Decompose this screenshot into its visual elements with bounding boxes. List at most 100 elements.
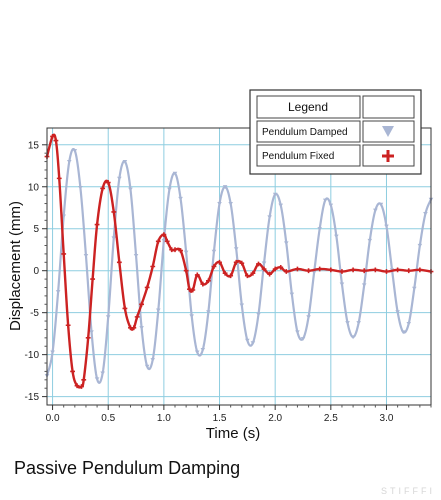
data-point <box>317 227 322 231</box>
data-point <box>134 314 140 320</box>
data-point <box>100 186 106 191</box>
data-point <box>178 196 183 201</box>
data-point <box>50 350 55 355</box>
data-point <box>117 176 122 181</box>
legend-title: Legend <box>288 100 328 114</box>
data-point <box>217 259 222 265</box>
series-layer <box>44 133 434 389</box>
data-point <box>350 335 356 340</box>
data-point <box>339 282 345 287</box>
data-point <box>172 247 178 253</box>
displacement-chart: 0.0 0.5 1.0 1.5 2.0 2.5 3.0 -15 -10 -5 0 5 10 15 Time… <box>7 89 434 442</box>
data-point <box>350 267 356 273</box>
x-axis-label: Time (s) <box>206 425 260 442</box>
y-tick-label: -5 <box>30 308 39 319</box>
data-point <box>311 270 317 275</box>
data-point <box>222 270 228 276</box>
data-point <box>189 314 194 319</box>
legend-label-fixed: Pendulum Fixed <box>262 151 334 162</box>
x-tick-label: 1.0 <box>157 413 171 424</box>
data-point <box>395 310 400 315</box>
series-line <box>45 147 433 384</box>
y-tick-label: -15 <box>25 392 40 403</box>
y-tick-label: 15 <box>28 140 40 151</box>
data-point <box>261 261 267 266</box>
data-point <box>116 259 122 265</box>
y-tick-label: 0 <box>33 266 39 277</box>
data-point <box>250 270 256 276</box>
legend-marker-fixed <box>382 150 394 162</box>
data-point <box>300 337 306 341</box>
data-point <box>61 251 67 257</box>
data-point <box>94 377 100 382</box>
data-point <box>245 338 250 343</box>
data-point <box>367 238 373 243</box>
data-point <box>373 208 378 213</box>
data-point <box>183 250 189 255</box>
x-tick-label: 1.5 <box>213 413 227 424</box>
data-point <box>139 326 144 330</box>
data-point <box>244 273 250 279</box>
data-point <box>206 310 211 315</box>
data-point <box>85 335 91 341</box>
data-point <box>384 224 389 229</box>
data-point <box>317 266 323 272</box>
watermark-text: STIFFFI <box>381 486 435 496</box>
data-point <box>90 276 96 282</box>
series-damped <box>44 147 434 384</box>
data-point <box>150 264 156 269</box>
data-point <box>190 287 196 293</box>
data-point <box>345 321 350 325</box>
legend-label-cell-damped <box>256 120 361 143</box>
data-point <box>233 247 239 252</box>
data-point <box>306 268 311 274</box>
data-point <box>131 325 137 331</box>
y-tick-label: -10 <box>25 350 40 361</box>
data-point <box>70 369 75 374</box>
data-point <box>183 268 189 274</box>
data-point <box>417 267 423 273</box>
data-point <box>306 315 311 320</box>
data-point <box>74 383 80 389</box>
data-point <box>339 269 345 274</box>
data-point <box>167 187 172 192</box>
x-tick-label: 3.0 <box>380 413 394 424</box>
data-point <box>250 341 256 346</box>
data-point <box>228 201 233 206</box>
data-point <box>105 315 111 320</box>
data-point <box>400 330 406 335</box>
data-point <box>423 212 428 216</box>
data-point <box>194 272 200 278</box>
data-point <box>79 384 84 389</box>
data-point <box>278 264 284 270</box>
ticks: 0.0 0.5 1.0 1.5 2.0 2.5 3.0 -15 -10 -5 0 5 10 15 <box>25 140 432 424</box>
series-fixed <box>44 133 434 389</box>
data-point <box>334 234 339 239</box>
data-point <box>161 232 167 238</box>
data-point <box>144 285 150 290</box>
data-point <box>128 187 133 192</box>
plot-frame <box>46 127 432 406</box>
data-point <box>322 198 328 203</box>
x-tick-label: 2.5 <box>324 413 338 424</box>
data-point <box>139 301 145 307</box>
data-point <box>50 133 55 139</box>
data-point <box>356 321 361 325</box>
data-point <box>406 321 412 326</box>
legend-label-cell-fixed <box>256 144 361 167</box>
data-point <box>233 259 239 265</box>
data-point <box>172 171 178 176</box>
data-point <box>200 281 206 287</box>
data-point <box>256 312 261 317</box>
data-point <box>412 286 417 291</box>
data-point <box>144 364 150 369</box>
data-point <box>111 209 117 215</box>
data-point <box>395 267 401 273</box>
data-point <box>111 236 117 241</box>
y-axis-label: Displacement (mm) <box>7 201 24 331</box>
data-point <box>295 266 300 272</box>
data-point <box>66 159 72 164</box>
data-point <box>361 268 367 274</box>
data-point <box>89 330 94 335</box>
